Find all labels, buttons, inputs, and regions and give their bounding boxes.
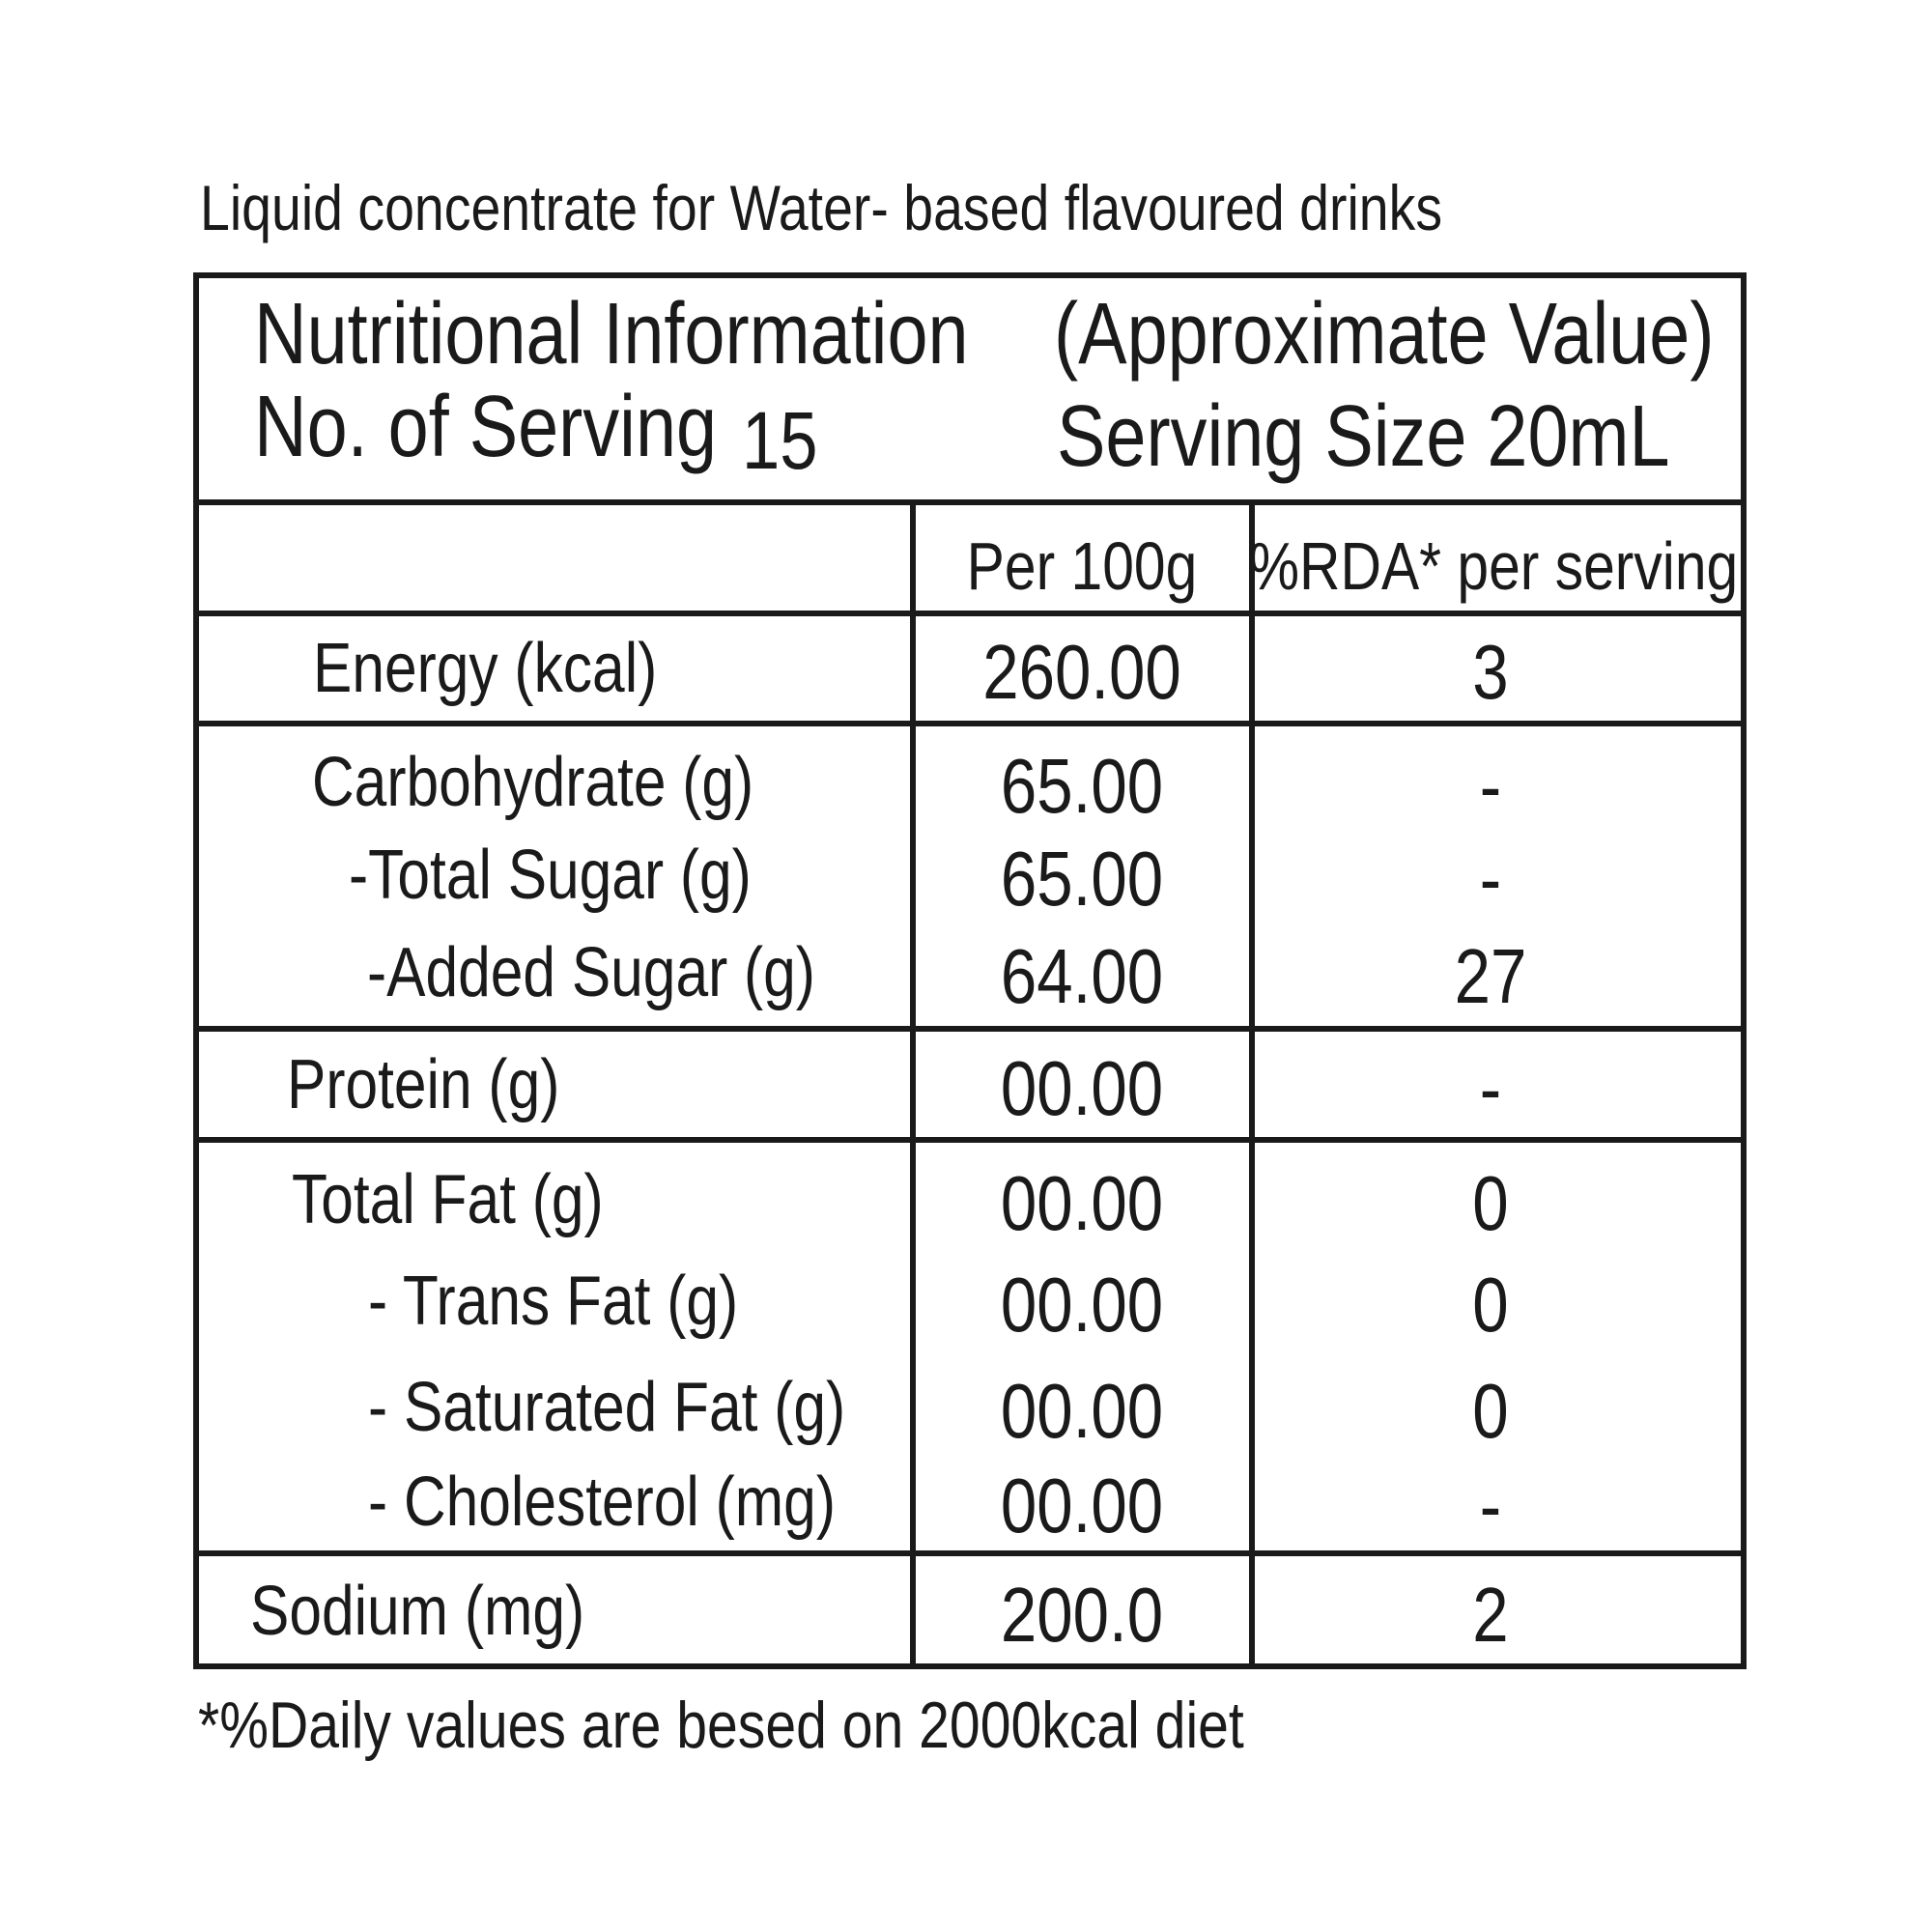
- row-label: Energy (kcal): [313, 630, 658, 707]
- rda: 3: [1472, 629, 1509, 715]
- row-label: -Total Sugar (g): [349, 837, 752, 914]
- serving-size: Serving Size 20mL: [1057, 388, 1670, 485]
- row-label: -Added Sugar (g): [367, 934, 815, 1011]
- header-note: (Approximate Value): [1054, 286, 1715, 383]
- column-header: Per 100g: [966, 528, 1198, 604]
- servings: 15: [742, 395, 818, 486]
- per-100g: 00.00: [1000, 1463, 1164, 1548]
- column-header: %RDA* per serving: [1248, 528, 1739, 604]
- footnote: *%Daily values are besed on 2000kcal die…: [198, 1689, 1244, 1762]
- row-label: - Saturated Fat (g): [368, 1369, 846, 1446]
- per-100g: 65.00: [1000, 836, 1164, 922]
- table-border: [193, 272, 1747, 1669]
- rda: 0: [1472, 1160, 1509, 1246]
- header-title: Nutritional Information: [254, 286, 969, 383]
- row-label: Carbohydrate (g): [312, 744, 754, 821]
- row-label: Sodium (mg): [250, 1573, 585, 1650]
- rda: 2: [1472, 1572, 1509, 1658]
- rda: -: [1479, 1463, 1502, 1548]
- servings-label: No. of Serving: [254, 379, 718, 475]
- row-label: Total Fat (g): [292, 1161, 604, 1238]
- rda: -: [1479, 743, 1502, 829]
- per-100g: 00.00: [1000, 1262, 1164, 1348]
- per-100g: 00.00: [1000, 1160, 1164, 1246]
- per-100g: 00.00: [1000, 1368, 1164, 1454]
- row-label: - Cholesterol (mg): [368, 1463, 836, 1541]
- rda: 0: [1472, 1368, 1509, 1454]
- per-100g: 260.00: [982, 629, 1181, 715]
- per-100g: 00.00: [1000, 1045, 1164, 1131]
- rda: -: [1479, 1045, 1502, 1131]
- per-100g: 65.00: [1000, 743, 1164, 829]
- row-label: Protein (g): [287, 1046, 560, 1123]
- rda: -: [1479, 836, 1502, 922]
- rda: 0: [1472, 1262, 1509, 1348]
- per-100g: 200.0: [1000, 1572, 1164, 1658]
- subtitle: Liquid concentrate for Water- based flav…: [200, 172, 1443, 243]
- per-100g: 64.00: [1000, 933, 1164, 1019]
- row-label: - Trans Fat (g): [368, 1263, 739, 1340]
- rda: 27: [1454, 933, 1527, 1019]
